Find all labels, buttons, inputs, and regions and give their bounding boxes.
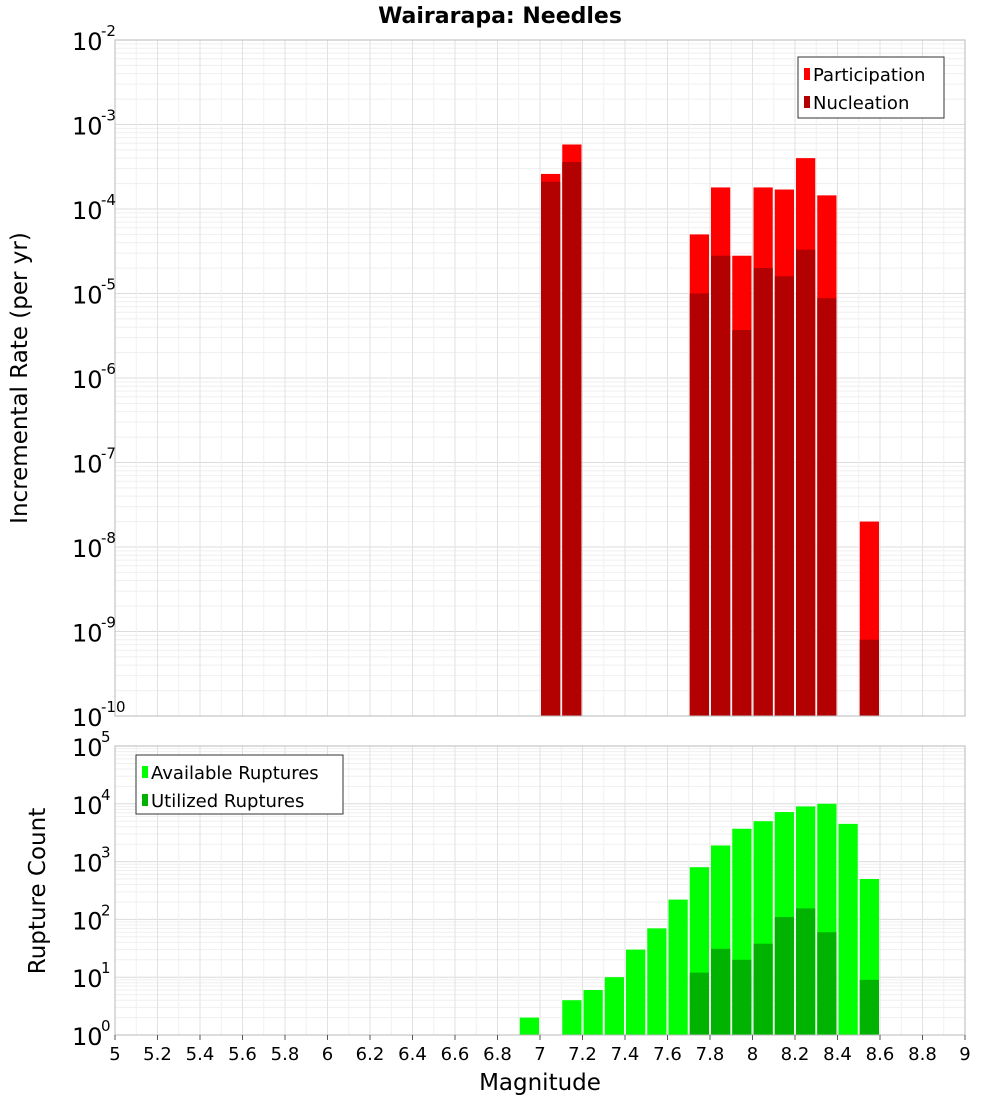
legend-swatch <box>804 96 810 108</box>
bar-available-ruptures <box>626 949 646 1035</box>
y-tick-label: 10 <box>72 965 103 993</box>
y-tick-label: 10 <box>72 366 103 394</box>
y-tick-exponent: 5 <box>101 728 111 746</box>
x-axis-label: Magnitude <box>479 1070 601 1096</box>
bar-nucleation <box>774 276 794 716</box>
legend-swatch <box>142 794 148 806</box>
bar-nucleation <box>796 249 816 716</box>
bar-available-ruptures <box>647 928 667 1035</box>
legend-swatch <box>804 68 810 80</box>
legend-label: Utilized Ruptures <box>151 791 304 812</box>
x-tick-label: 7.4 <box>611 1044 640 1065</box>
y-tick-label: 10 <box>72 451 103 479</box>
legend-label: Participation <box>813 65 925 86</box>
x-tick-label: 6.8 <box>483 1044 512 1065</box>
bar-available-ruptures <box>604 977 624 1035</box>
y-tick-label: 10 <box>72 282 103 310</box>
y-tick-label: 10 <box>72 850 103 878</box>
bar-available-ruptures <box>583 990 603 1035</box>
y-tick-exponent: -4 <box>101 191 116 209</box>
bar-nucleation <box>859 639 879 716</box>
bar-nucleation <box>732 329 752 716</box>
bar-nucleation <box>562 161 582 716</box>
bar-nucleation <box>753 268 773 716</box>
y-tick-label: 10 <box>72 792 103 820</box>
y-tick-exponent: 2 <box>101 901 111 919</box>
y-tick-label: 10 <box>72 113 103 141</box>
x-tick-label: 5 <box>109 1044 120 1065</box>
y-tick-exponent: 1 <box>101 959 111 977</box>
x-tick-label: 7 <box>534 1044 545 1065</box>
y-tick-label: 10 <box>72 620 103 648</box>
y-tick-label: 10 <box>72 535 103 563</box>
bar-nucleation <box>689 293 709 716</box>
y-tick-label: 10 <box>72 28 103 56</box>
x-tick-label: 5.4 <box>186 1044 215 1065</box>
x-tick-label: 6 <box>322 1044 333 1065</box>
bar-utilized-ruptures <box>796 908 816 1035</box>
x-tick-label: 6.4 <box>398 1044 427 1065</box>
top-y-axis-label: Incremental Rate (per yr) <box>7 232 33 524</box>
x-tick-label: 5.6 <box>228 1044 257 1065</box>
legend <box>135 754 344 815</box>
bar-utilized-ruptures <box>859 979 879 1035</box>
bar-utilized-ruptures <box>732 959 752 1035</box>
plot-frame <box>114 39 966 717</box>
bar-available-ruptures <box>838 823 858 1035</box>
legend-label: Nucleation <box>813 93 909 114</box>
x-tick-label: 8.4 <box>823 1044 852 1065</box>
x-tick-label: 7.6 <box>653 1044 682 1065</box>
y-tick-exponent: -2 <box>101 22 116 40</box>
bar-available-ruptures <box>668 899 688 1035</box>
y-tick-exponent: -9 <box>101 614 116 632</box>
bar-utilized-ruptures <box>753 943 773 1035</box>
bottom-y-axis-label: Rupture Count <box>25 808 51 974</box>
bar-available-ruptures <box>562 1000 582 1035</box>
x-tick-label: 8.6 <box>866 1044 895 1065</box>
y-tick-label: 10 <box>72 704 103 732</box>
x-tick-label: 9 <box>959 1044 970 1065</box>
y-tick-label: 10 <box>72 197 103 225</box>
x-tick-label: 6.6 <box>441 1044 470 1065</box>
legend <box>797 56 945 119</box>
x-tick-label: 8 <box>747 1044 758 1065</box>
bar-utilized-ruptures <box>817 932 837 1035</box>
bar-nucleation <box>711 255 731 716</box>
y-tick-label: 10 <box>72 734 103 762</box>
x-tick-label: 8.8 <box>908 1044 937 1065</box>
bar-nucleation <box>817 298 837 716</box>
y-tick-label: 10 <box>72 1023 103 1051</box>
y-tick-label: 10 <box>72 907 103 935</box>
x-tick-label: 7.8 <box>696 1044 725 1065</box>
y-tick-exponent: -3 <box>101 107 116 125</box>
x-tick-label: 5.2 <box>143 1044 172 1065</box>
x-tick-label: 8.2 <box>781 1044 810 1065</box>
chart-title: Wairarapa: Needles <box>378 4 622 29</box>
y-tick-exponent: -10 <box>101 698 126 716</box>
x-tick-label: 5.8 <box>271 1044 300 1065</box>
y-tick-exponent: -5 <box>101 276 116 294</box>
x-tick-label: 7.2 <box>568 1044 597 1065</box>
bar-nucleation <box>541 181 561 717</box>
y-tick-exponent: -6 <box>101 360 116 378</box>
x-tick-label: 6.2 <box>356 1044 385 1065</box>
bar-utilized-ruptures <box>774 917 794 1035</box>
y-tick-exponent: 3 <box>101 844 111 862</box>
y-tick-exponent: 0 <box>101 1017 111 1035</box>
y-tick-exponent: -8 <box>101 529 116 547</box>
bar-utilized-ruptures <box>711 948 731 1035</box>
bar-utilized-ruptures <box>689 972 709 1035</box>
participation-nucleation-plot: 10-1010-910-810-710-610-510-410-310-2Par… <box>72 22 966 732</box>
bar-available-ruptures <box>519 1017 539 1035</box>
y-tick-exponent: -7 <box>101 445 116 463</box>
y-tick-exponent: 4 <box>101 786 111 804</box>
legend-swatch <box>142 766 148 778</box>
legend-label: Available Ruptures <box>151 763 319 784</box>
